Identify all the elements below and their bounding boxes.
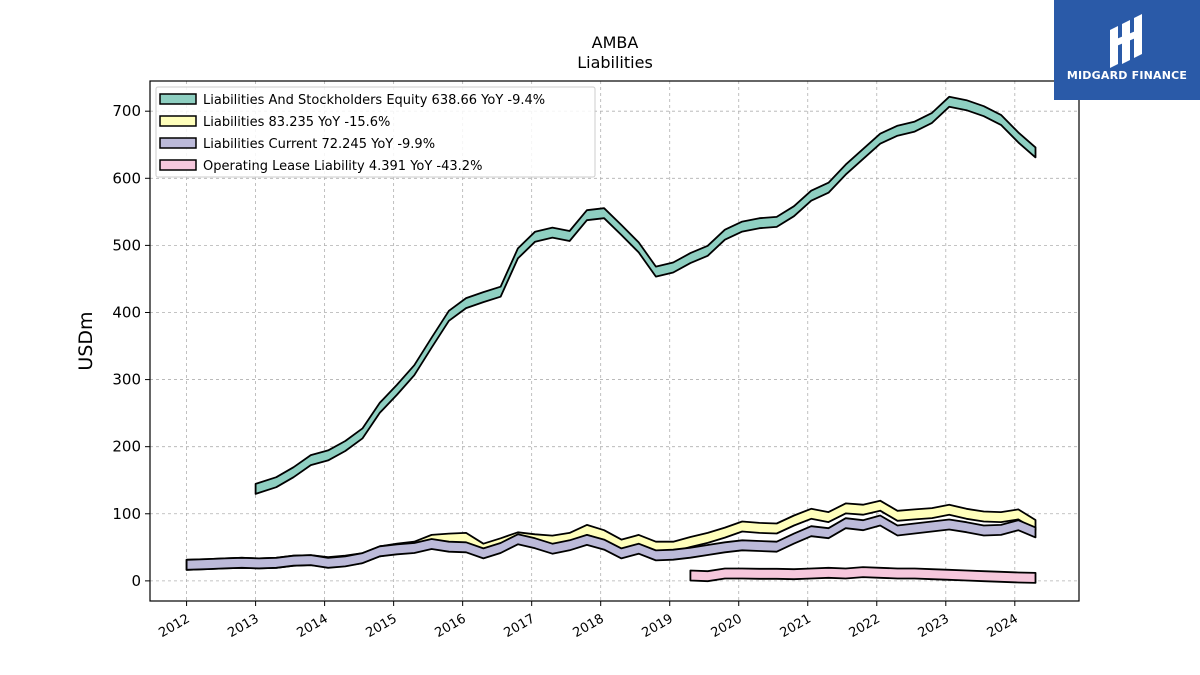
chart-subtitle: Liabilities (577, 53, 653, 72)
y-tick-label: 500 (112, 236, 141, 254)
x-tick-label: 2023 (916, 611, 952, 641)
chart-title: AMBA (592, 33, 639, 52)
y-tick-label: 300 (112, 371, 141, 389)
legend-swatch (159, 115, 197, 127)
series-liabilities-current (185, 514, 1037, 571)
x-tick-label: 2018 (571, 611, 607, 641)
y-tick-label: 700 (112, 102, 141, 120)
legend-label: Operating Lease Liability 4.391 YoY -43.… (203, 159, 482, 174)
y-tick-label: 400 (112, 303, 141, 321)
series-ribbon (185, 514, 1037, 571)
x-tick-label: 2022 (847, 611, 883, 641)
legend: Liabilities And Stockholders Equity 638.… (155, 86, 596, 178)
y-tick-label: 200 (112, 438, 141, 456)
x-tick-label: 2013 (225, 611, 261, 641)
x-tick-label: 2012 (156, 611, 192, 641)
legend-label: Liabilities And Stockholders Equity 638.… (203, 93, 545, 108)
series-liabilities-and-stockholders-equity (254, 95, 1037, 495)
legend-swatch (159, 137, 197, 149)
legend-swatch (159, 93, 197, 105)
plot-frame (149, 80, 1080, 602)
y-tick-label: 100 (112, 505, 141, 523)
x-tick-label: 2019 (640, 611, 676, 641)
legend-swatch (159, 159, 197, 171)
x-tick-label: 2017 (502, 611, 538, 641)
series-lines (185, 95, 1037, 584)
series-ribbon (689, 566, 1037, 584)
x-tick-label: 2016 (432, 611, 468, 641)
midgard-logo-icon (1110, 14, 1142, 68)
series-operating-lease-liability (689, 566, 1037, 584)
x-tick-label: 2020 (709, 611, 745, 641)
brand-logo: MIDGARD FINANCE (1054, 0, 1200, 100)
y-axis-label: USDm (75, 311, 97, 370)
x-tick-label: 2014 (294, 611, 330, 641)
brand-name: MIDGARD FINANCE (1066, 69, 1188, 82)
x-tick-label: 2021 (778, 611, 814, 641)
legend-label: Liabilities 83.235 YoY -15.6% (203, 115, 390, 130)
legend-label: Liabilities Current 72.245 YoY -9.9% (203, 137, 435, 152)
y-tick-label: 600 (112, 169, 141, 187)
series-ribbon (254, 95, 1037, 495)
grid-lines (150, 81, 1079, 601)
legend-frame (155, 86, 596, 178)
x-tick-label: 2015 (363, 611, 399, 641)
y-tick-label: 0 (131, 572, 141, 590)
x-tick-label: 2024 (985, 611, 1021, 641)
